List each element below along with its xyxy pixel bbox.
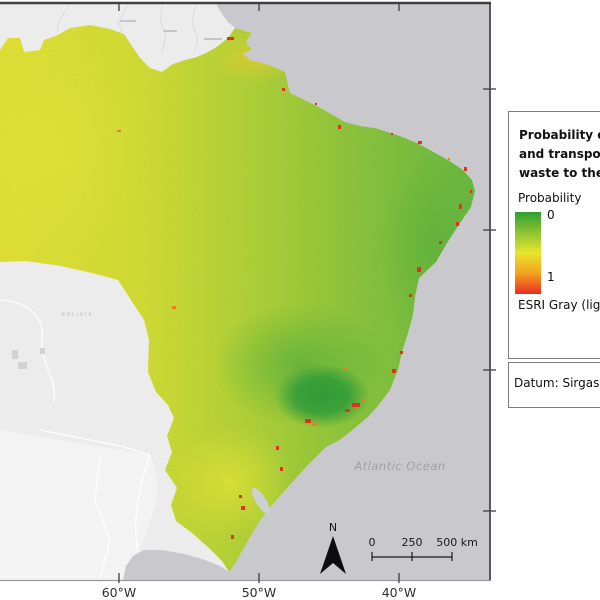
hotspot [117, 130, 121, 132]
hotspot [464, 167, 467, 171]
x-axis-labels: 60°W 50°W 40°W [102, 585, 417, 600]
ramp-min-label: 0 [547, 208, 555, 222]
hotspot [391, 133, 393, 135]
hotspot [459, 204, 462, 209]
lagoon [251, 488, 271, 514]
map-frame [0, 1, 496, 583]
hotspot [239, 495, 242, 498]
hotspot [282, 88, 285, 91]
north-arrow: N [320, 521, 346, 574]
hotspot [344, 367, 348, 370]
basemap-label-smudges [120, 20, 222, 40]
hotspot [172, 306, 176, 309]
country-borders [0, 299, 151, 579]
graticule-ticks [118, 3, 496, 583]
hotspot [361, 399, 365, 402]
hotspot [276, 446, 279, 450]
color-ramp [515, 212, 541, 294]
north-arrow-n-label: N [329, 521, 337, 534]
legend-basemap-entry: ESRI Gray (lig [518, 298, 600, 312]
scale-250: 250 [402, 536, 423, 549]
datum-panel: Datum: Sirgas [508, 362, 600, 408]
hotspot [392, 369, 396, 373]
hotspot [280, 467, 283, 471]
datum-label: Datum: Sirgas [514, 376, 600, 390]
atlantic-ocean-label: Atlantic Ocean [353, 459, 445, 473]
hotspot [227, 37, 234, 40]
hotspot [345, 409, 350, 412]
legend-layer-name: Probability [518, 191, 582, 205]
hotspot-layer [117, 37, 472, 539]
legend-title-line2: and transpo [519, 147, 600, 161]
hotspot [418, 141, 422, 144]
basemap-city-patches [12, 348, 45, 369]
hotspot [470, 190, 472, 193]
hotspot [456, 222, 459, 226]
scale-0: 0 [369, 536, 376, 549]
legend-title: Probability o and transpo waste to the [519, 126, 600, 183]
hotspot [231, 535, 234, 539]
ramp-max-label: 1 [547, 270, 555, 284]
country-borders-north [56, 1, 199, 53]
ocean [123, 2, 491, 580]
hotspot [315, 103, 317, 105]
hotspot [439, 241, 442, 244]
hotspot [352, 403, 360, 407]
hotspot [400, 351, 403, 354]
scale-bar-labels: 0 250 500 km [369, 536, 478, 549]
basemap-land-south [0, 430, 157, 580]
legend-panel: Probability o and transpo waste to the P… [508, 111, 600, 359]
x-tick-50w: 50°W [242, 585, 277, 600]
hotspot [338, 125, 341, 129]
hotspot [312, 423, 317, 426]
scale-bar [371, 552, 453, 561]
legend-title-line3: waste to the [519, 166, 600, 180]
x-tick-40w: 40°W [382, 585, 417, 600]
hotspot [417, 267, 421, 272]
legend-title-line1: Probability o [519, 128, 600, 142]
hotspot [448, 158, 450, 160]
x-tick-60w: 60°W [102, 585, 137, 600]
bolivia-label: BOLIVIA [62, 312, 93, 317]
hotspot [241, 506, 245, 510]
hotspot [409, 294, 412, 297]
scale-500km: 500 km [436, 536, 478, 549]
hotspot [305, 419, 311, 423]
north-arrow-icon [320, 536, 346, 574]
